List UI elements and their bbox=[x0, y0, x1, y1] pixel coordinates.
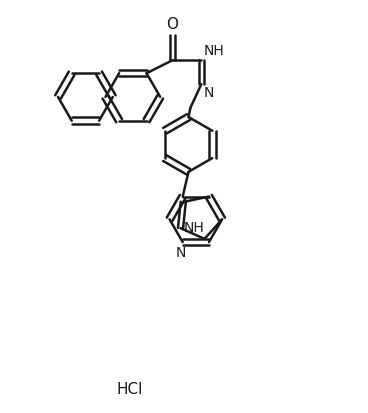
Text: NH: NH bbox=[183, 221, 204, 235]
Text: NH: NH bbox=[203, 43, 224, 57]
Text: N: N bbox=[203, 86, 213, 100]
Text: N: N bbox=[176, 246, 186, 260]
Text: HCl: HCl bbox=[116, 382, 142, 396]
Text: O: O bbox=[166, 17, 178, 32]
